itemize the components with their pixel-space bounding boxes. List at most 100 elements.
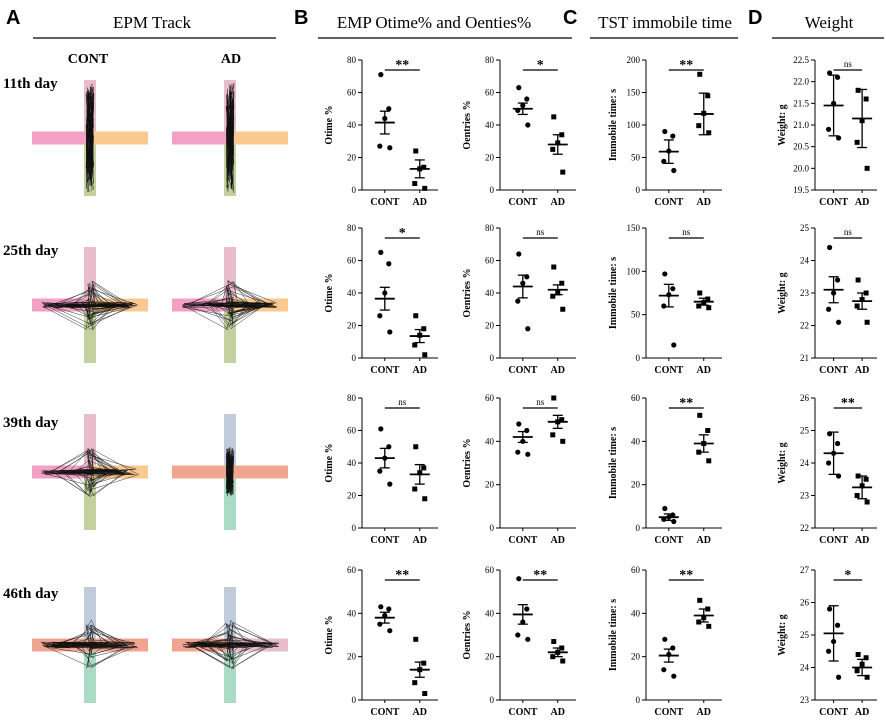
y-tick-label: 23 (800, 288, 810, 298)
panel-b-title: EMP Otime% and Oenties% (337, 13, 531, 32)
y-axis-label: Otime % (324, 105, 335, 144)
closed-arm-top (84, 587, 96, 639)
significance-label: ns (682, 227, 691, 237)
y-tick-label: 0 (636, 695, 641, 705)
closed-arm-bottom (84, 478, 96, 530)
significance-label: ns (844, 227, 853, 237)
y-tick-label: 21 (800, 353, 809, 363)
data-point-cont (515, 632, 521, 638)
data-point-ad (696, 123, 702, 129)
x-category-label: AD (413, 535, 427, 546)
x-category-label: CONT (508, 197, 537, 208)
y-tick-label: 20 (485, 153, 495, 163)
data-point-cont (382, 455, 388, 461)
epm-track-ad-row2 (172, 247, 288, 363)
movement-trace (41, 447, 140, 497)
data-point-cont (520, 102, 526, 109)
data-point-cont (377, 143, 383, 149)
data-point-cont (671, 673, 677, 679)
y-tick-label: 40 (347, 608, 357, 618)
data-point-cont (666, 292, 672, 298)
data-point-cont (382, 612, 388, 619)
data-point-cont (524, 274, 530, 280)
movement-trace (40, 619, 138, 669)
data-point-ad (550, 432, 556, 438)
data-point-ad (413, 148, 419, 154)
data-point-ad (560, 306, 566, 312)
data-point-cont (525, 326, 531, 332)
y-tick-label: 60 (485, 88, 495, 98)
x-category-label: CONT (819, 365, 848, 376)
x-category-label: AD (855, 365, 869, 376)
x-category-label: CONT (370, 707, 399, 718)
y-tick-label: 60 (347, 565, 357, 575)
data-point-cont (524, 427, 530, 434)
x-category-label: CONT (370, 197, 399, 208)
chart-b-row4-col2: 0 20 40 60 Oentries % CONT AD ** (462, 565, 576, 718)
data-point-cont (525, 636, 531, 642)
data-point-cont (661, 667, 667, 673)
col-label-ad: AD (221, 52, 241, 67)
data-point-ad (864, 319, 870, 325)
data-point-cont (827, 244, 833, 251)
epm-track-ad-row1 (172, 80, 288, 196)
y-tick-label: 0 (636, 185, 641, 195)
panel-d-letter: D (748, 7, 762, 29)
epm-track-ad-row4 (172, 587, 288, 703)
y-tick-label: 0 (352, 695, 357, 705)
data-point-ad (422, 496, 428, 502)
data-point-cont (378, 426, 384, 432)
y-tick-label: 20 (485, 321, 495, 331)
data-point-cont (661, 516, 667, 522)
chart-b-row1-col1: 0 20 40 60 80 Otime % CONT AD ** (324, 55, 438, 208)
data-point-cont (836, 319, 842, 325)
data-point-cont (670, 133, 676, 139)
y-tick-label: 150 (627, 88, 641, 98)
movement-trace (41, 280, 139, 331)
y-tick-label: 0 (490, 185, 495, 195)
data-point-ad (559, 280, 565, 286)
x-category-label: CONT (654, 365, 683, 376)
data-point-cont (831, 290, 837, 296)
y-tick-label: 50 (631, 153, 641, 163)
data-point-ad (559, 132, 565, 138)
data-point-ad (859, 483, 865, 489)
panel-b-header: B EMP Otime% and Oenties% (294, 7, 572, 39)
data-point-cont (378, 249, 384, 255)
y-tick-label: 150 (627, 223, 641, 233)
chart-d-row3-col1: 22 23 24 25 26 Weight: g CONT AD ** (777, 393, 877, 546)
data-point-cont (387, 628, 393, 634)
epm-track-ad-row3 (172, 414, 288, 530)
y-tick-label: 21.0 (793, 120, 809, 130)
y-axis-label: Oentries % (462, 610, 473, 659)
panel-a-title: EPM Track (113, 13, 191, 32)
y-tick-label: 20.5 (793, 142, 809, 152)
y-tick-label: 20.0 (793, 163, 809, 173)
y-tick-label: 25 (800, 630, 810, 640)
y-tick-label: 20 (631, 652, 641, 662)
y-tick-label: 60 (631, 565, 641, 575)
data-point-ad (854, 668, 860, 674)
y-axis-label: Immobile time: s (608, 599, 619, 671)
data-point-cont (836, 674, 842, 680)
data-point-ad (859, 297, 865, 302)
x-category-label: CONT (819, 707, 848, 718)
data-point-cont (662, 505, 668, 512)
data-point-ad (551, 264, 557, 270)
y-tick-label: 0 (352, 353, 357, 363)
data-point-ad (701, 615, 707, 621)
chart-b-row3-col1: 0 20 40 60 80 Otime % CONT AD ns (324, 393, 438, 546)
data-point-ad (413, 444, 419, 450)
x-category-label: CONT (654, 197, 683, 208)
y-tick-label: 200 (627, 55, 641, 65)
data-point-ad (559, 645, 565, 651)
y-tick-label: 100 (627, 120, 641, 130)
chart-c-row3-col1: 0 20 40 60 Immobile time: s CONT AD ** (608, 393, 722, 546)
data-point-cont (827, 70, 833, 76)
data-point-cont (386, 606, 392, 612)
y-tick-label: 22 (800, 523, 809, 533)
chart-d-row2-col1: 21 22 23 24 25 Weight: g CONT AD ns (777, 223, 877, 376)
significance-label: ** (533, 568, 547, 583)
data-point-cont (515, 449, 521, 455)
